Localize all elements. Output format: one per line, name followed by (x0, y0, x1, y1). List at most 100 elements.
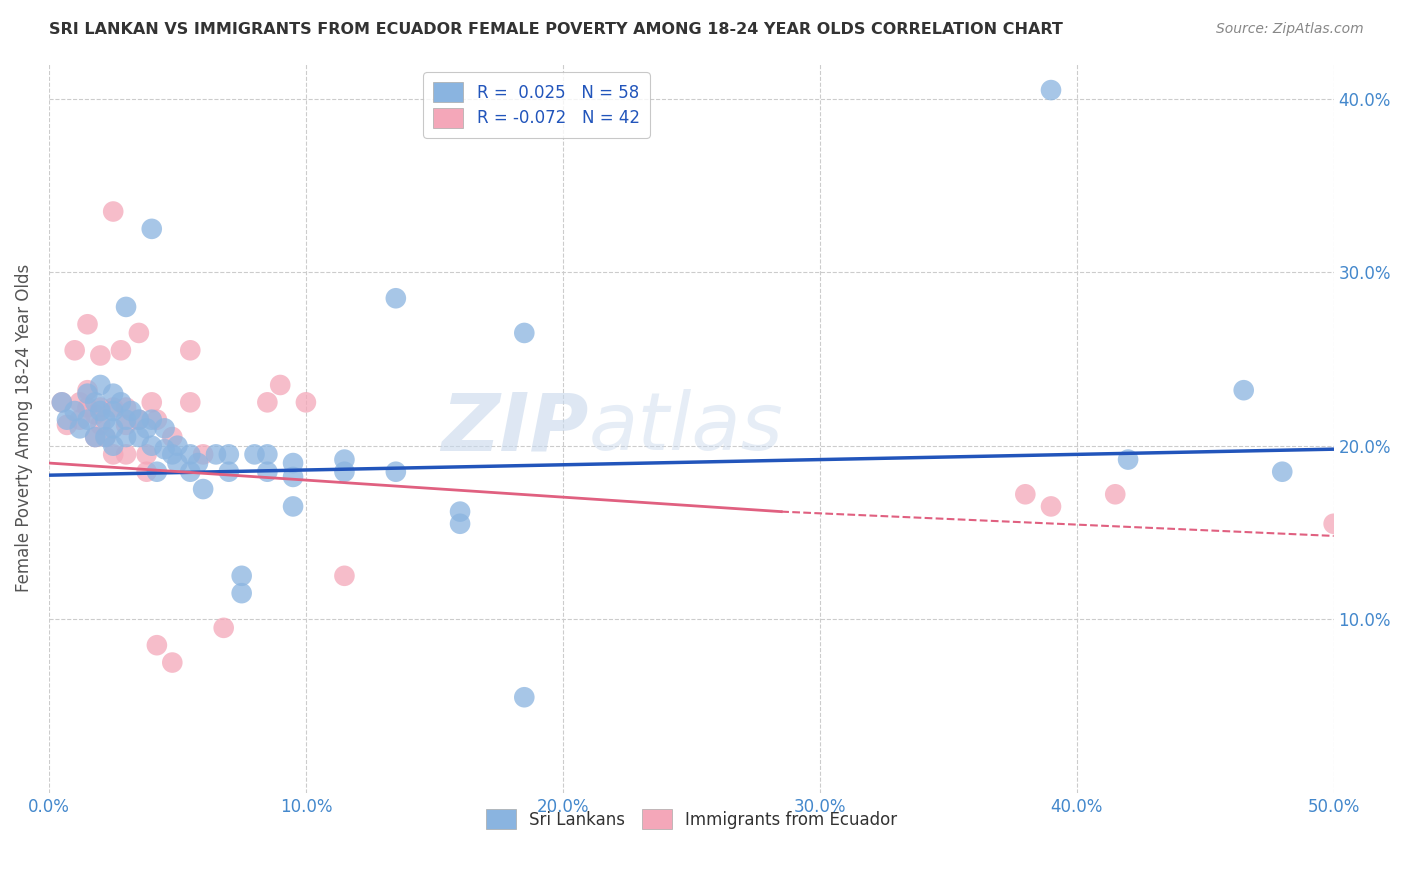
Point (179, 465, 201, 479)
Point (103, 447, 125, 461)
Point (256, 395, 278, 409)
Point (120, 404, 142, 418)
Point (231, 569, 253, 583)
Point (281, 500, 304, 514)
Point (103, 401, 125, 415)
Text: atlas: atlas (589, 389, 783, 467)
Text: ZIP: ZIP (441, 389, 589, 467)
Point (295, 395, 318, 409)
Point (385, 465, 408, 479)
Point (1323, 516, 1346, 531)
Point (256, 465, 278, 479)
Point (141, 222, 163, 236)
Point (205, 447, 228, 461)
Point (179, 447, 201, 461)
Point (84, 395, 107, 409)
Point (141, 395, 163, 409)
Point (51, 395, 73, 409)
Point (135, 465, 157, 479)
Point (1014, 487, 1036, 501)
Point (89, 404, 111, 418)
Point (110, 343, 132, 358)
Point (269, 378, 291, 392)
Point (146, 465, 169, 479)
Point (162, 430, 184, 444)
Point (76, 401, 98, 415)
Point (141, 439, 163, 453)
Point (128, 430, 150, 444)
Point (146, 638, 169, 652)
Point (103, 386, 125, 401)
Point (1040, 83, 1063, 97)
Point (56, 412, 79, 426)
Point (76, 386, 98, 401)
Point (84, 430, 107, 444)
Point (281, 470, 304, 484)
Point (84, 408, 107, 422)
Point (128, 326, 150, 340)
Point (218, 447, 240, 461)
Point (76, 412, 98, 426)
Point (1040, 500, 1063, 514)
Point (1116, 452, 1139, 467)
Point (103, 204, 125, 219)
Point (76, 318, 98, 332)
Point (513, 690, 536, 705)
Point (51, 395, 73, 409)
Point (94, 430, 117, 444)
Point (103, 421, 125, 435)
Point (128, 412, 150, 426)
Point (56, 417, 79, 432)
Point (231, 586, 253, 600)
Point (162, 656, 184, 670)
Point (89, 401, 111, 415)
Point (115, 401, 138, 415)
Point (179, 343, 201, 358)
Point (115, 430, 138, 444)
Text: Source: ZipAtlas.com: Source: ZipAtlas.com (1216, 22, 1364, 37)
Point (115, 447, 138, 461)
Point (187, 456, 209, 470)
Point (212, 621, 235, 635)
Point (94, 412, 117, 426)
Point (162, 447, 184, 461)
Point (69, 395, 91, 409)
Point (103, 404, 125, 418)
Point (69, 421, 91, 435)
Point (513, 326, 536, 340)
Point (166, 439, 188, 453)
Point (333, 465, 356, 479)
Point (333, 452, 356, 467)
Point (333, 569, 356, 583)
Point (110, 395, 132, 409)
Point (153, 421, 176, 435)
Point (115, 417, 138, 432)
Point (89, 417, 111, 432)
Text: SRI LANKAN VS IMMIGRANTS FROM ECUADOR FEMALE POVERTY AMONG 18-24 YEAR OLDS CORRE: SRI LANKAN VS IMMIGRANTS FROM ECUADOR FE… (49, 22, 1063, 37)
Point (1271, 465, 1294, 479)
Point (63, 343, 86, 358)
Point (135, 421, 157, 435)
Point (153, 442, 176, 457)
Point (94, 430, 117, 444)
Point (449, 516, 471, 531)
Point (191, 482, 214, 496)
Point (243, 447, 266, 461)
Point (191, 447, 214, 461)
Point (385, 291, 408, 305)
Point (1104, 487, 1126, 501)
Point (179, 395, 201, 409)
Point (135, 447, 157, 461)
Point (69, 412, 91, 426)
Point (63, 404, 86, 418)
Point (89, 349, 111, 363)
Point (115, 412, 138, 426)
Point (256, 447, 278, 461)
Point (128, 412, 150, 426)
Point (84, 430, 107, 444)
Point (76, 383, 98, 397)
Point (281, 456, 304, 470)
Point (115, 300, 138, 314)
Point (218, 465, 240, 479)
Point (449, 505, 471, 519)
